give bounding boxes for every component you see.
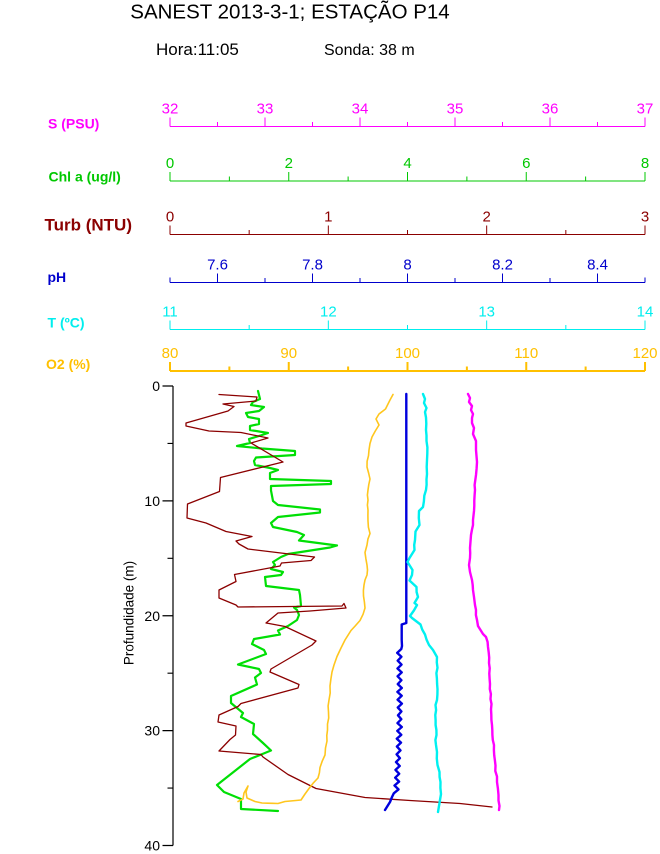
svg-text:0: 0: [166, 155, 174, 172]
svg-text:11: 11: [162, 303, 178, 320]
svg-text:8.4: 8.4: [587, 256, 608, 273]
svg-text:34: 34: [352, 100, 369, 117]
svg-text:Chl a (ug/l): Chl a (ug/l): [49, 169, 121, 185]
svg-text:36: 36: [542, 100, 559, 117]
svg-text:Profundidade (m): Profundidade (m): [122, 561, 137, 665]
svg-text:S (PSU): S (PSU): [48, 115, 99, 131]
svg-text:120: 120: [632, 345, 657, 362]
svg-text:32: 32: [162, 100, 179, 117]
svg-text:30: 30: [144, 723, 160, 739]
svg-text:8: 8: [403, 256, 411, 273]
svg-text:0: 0: [152, 378, 160, 394]
svg-text:SANEST 2013-3-1; ESTAÇÃO P14: SANEST 2013-3-1; ESTAÇÃO P14: [130, 1, 449, 24]
svg-text:100: 100: [395, 345, 420, 362]
svg-text:13: 13: [478, 303, 495, 320]
svg-text:2: 2: [482, 208, 490, 225]
svg-text:Turb (NTU): Turb (NTU): [45, 216, 133, 235]
svg-text:4: 4: [403, 155, 411, 172]
svg-text:10: 10: [144, 493, 160, 509]
svg-text:90: 90: [280, 345, 297, 362]
svg-text:8.2: 8.2: [492, 256, 513, 273]
svg-text:T (ºC): T (ºC): [48, 315, 85, 331]
svg-text:Sonda: 38 m: Sonda: 38 m: [324, 42, 415, 59]
svg-text:80: 80: [162, 345, 179, 362]
svg-text:12: 12: [320, 303, 337, 320]
svg-text:7.6: 7.6: [207, 256, 228, 273]
svg-text:0: 0: [166, 208, 174, 225]
svg-text:37: 37: [637, 100, 654, 117]
svg-text:35: 35: [447, 100, 464, 117]
svg-text:1: 1: [324, 208, 332, 225]
svg-text:14: 14: [637, 303, 654, 320]
svg-text:7.8: 7.8: [302, 256, 323, 273]
svg-text:O2 (%): O2 (%): [46, 356, 90, 372]
svg-text:pH: pH: [48, 269, 67, 285]
svg-text:40: 40: [144, 838, 160, 854]
svg-text:33: 33: [257, 100, 274, 117]
svg-text:6: 6: [522, 155, 530, 172]
svg-text:2: 2: [285, 155, 293, 172]
svg-text:Hora:11:05: Hora:11:05: [156, 40, 239, 59]
svg-text:3: 3: [641, 208, 649, 225]
svg-text:8: 8: [641, 155, 649, 172]
svg-text:110: 110: [514, 345, 538, 362]
svg-text:20: 20: [144, 608, 160, 624]
